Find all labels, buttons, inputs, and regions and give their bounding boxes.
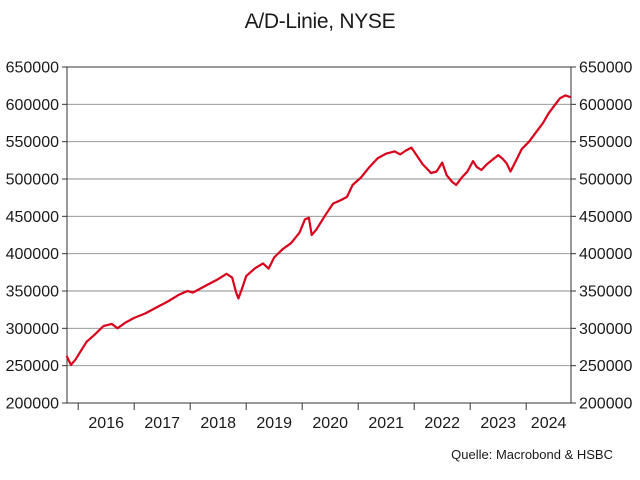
y-axis-right: 200000 250000 300000 350000 400000 450000 5000…	[571, 60, 632, 413]
x-tick-label: 2019	[256, 415, 292, 432]
y-tick-label-left: 200000	[6, 396, 59, 413]
x-tick-label: 2018	[200, 415, 236, 432]
y-tick-label-right: 300000	[579, 321, 632, 338]
x-tick-label: 2022	[424, 415, 460, 432]
y-tick-label-left: 400000	[6, 246, 59, 263]
y-tick-label-right: 400000	[579, 246, 632, 263]
y-tick-label-left: 250000	[6, 358, 59, 375]
plot-area-frame	[66, 66, 572, 404]
series-line	[65, 94, 571, 366]
x-tick-label: 2023	[480, 415, 516, 432]
x-tick-label: 2024	[531, 415, 567, 432]
y-tick-label-left: 500000	[6, 172, 59, 189]
y-tick-label-left: 450000	[6, 209, 59, 226]
y-axis-left: 200000 250000 300000 350000 400000 450000 5000…	[6, 60, 67, 413]
x-axis: 2016 2017 2018 2019 2020 2021 2022 2023 2024	[77, 403, 567, 432]
source-note: Quelle: Macrobond & HSBC	[451, 447, 613, 462]
x-tick-label: 2021	[368, 415, 404, 432]
y-tick-label-right: 600000	[579, 97, 632, 114]
y-tick-label-right: 250000	[579, 358, 632, 375]
y-tick-label-right: 200000	[579, 396, 632, 413]
y-tick-label-left: 650000	[6, 60, 59, 77]
y-tick-label-right: 550000	[579, 134, 632, 151]
y-tick-label-right: 500000	[579, 172, 632, 189]
y-tick-label-left: 350000	[6, 284, 59, 301]
gridlines	[67, 103, 571, 367]
y-tick-label-left: 600000	[6, 97, 59, 114]
y-tick-label-right: 650000	[579, 60, 632, 77]
y-tick-label-right: 350000	[579, 284, 632, 301]
x-tick-label: 2017	[144, 415, 180, 432]
y-tick-label-left: 300000	[6, 321, 59, 338]
y-tick-label-left: 550000	[6, 134, 59, 151]
chart-title: A/D-Linie, NYSE	[244, 10, 396, 33]
series-layer	[65, 94, 571, 366]
x-tick-label: 2016	[88, 415, 124, 432]
x-tick-label: 2020	[312, 415, 348, 432]
y-tick-label-right: 450000	[579, 209, 632, 226]
